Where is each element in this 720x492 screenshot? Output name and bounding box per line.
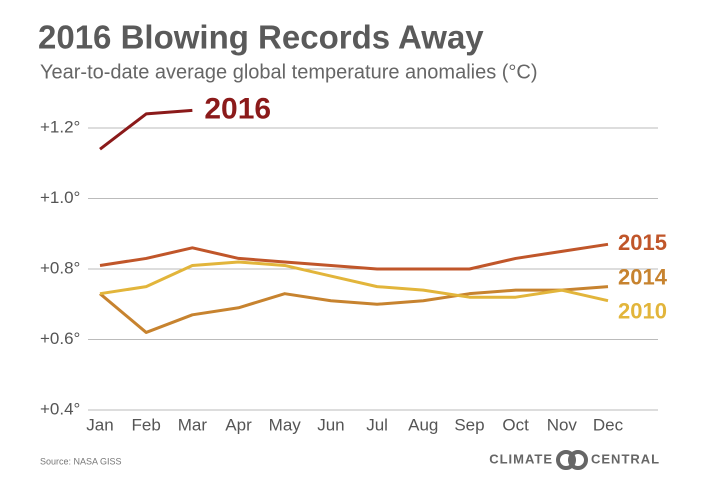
x-tick-label: Sep	[454, 415, 484, 434]
x-tick-label: Dec	[593, 415, 624, 434]
series-line	[99, 285, 609, 334]
logo: CLIMATE CENTRAL	[489, 450, 660, 470]
x-tick-label: Jul	[366, 415, 388, 434]
chart-title: 2016 Blowing Records Away	[38, 19, 484, 56]
series-line	[99, 108, 193, 151]
series-label: 2014	[618, 264, 668, 289]
source: Source: NASA GISS	[40, 456, 122, 466]
logo-ring	[568, 450, 588, 470]
y-tick-label: +1.0°	[40, 188, 80, 207]
y-tick-label: +1.2°	[40, 117, 80, 136]
x-tick-label: Aug	[408, 415, 438, 434]
y-tick-label: +0.6°	[40, 329, 80, 348]
x-tick-label: Mar	[178, 415, 208, 434]
series-line	[99, 260, 609, 303]
logo-text: CLIMATE	[489, 451, 553, 466]
chart-subtitle: Year-to-date average global temperature …	[40, 61, 538, 83]
y-tick-label: +0.8°	[40, 258, 80, 277]
series-label: 2010	[618, 299, 667, 324]
logo-text: CENTRAL	[591, 451, 660, 466]
series-label: 2015	[618, 230, 667, 255]
x-tick-label: Jan	[86, 415, 113, 434]
x-tick-label: Oct	[502, 415, 529, 434]
series-line	[99, 242, 609, 271]
x-tick-label: Apr	[225, 415, 252, 434]
logo-ring	[556, 450, 576, 470]
x-tick-label: Jun	[317, 415, 344, 434]
x-tick-label: Feb	[132, 415, 161, 434]
x-tick-label: May	[269, 415, 302, 434]
x-tick-label: Nov	[547, 415, 578, 434]
y-tick-label: +0.4°	[40, 399, 80, 418]
series-label: 2016	[204, 92, 271, 125]
